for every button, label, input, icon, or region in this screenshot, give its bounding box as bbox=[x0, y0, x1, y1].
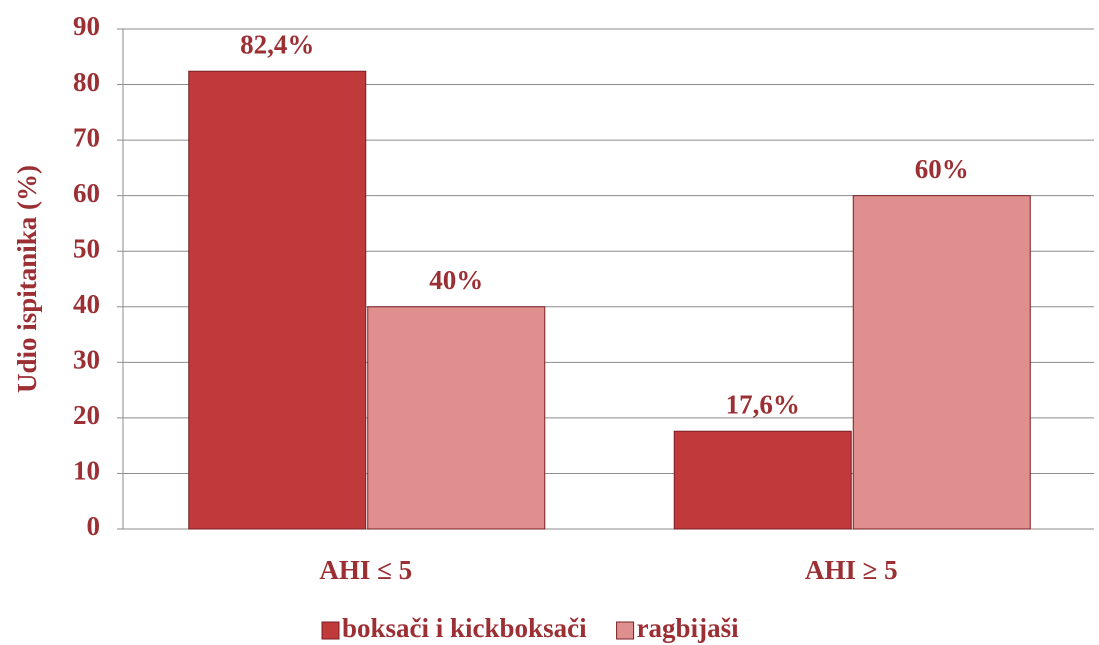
bar bbox=[852, 195, 1031, 530]
data-label: 60% bbox=[915, 154, 969, 184]
y-tick-label: 70 bbox=[73, 122, 100, 152]
data-label: 17,6% bbox=[726, 389, 800, 419]
x-tick-label: AHI ≥ 5 bbox=[805, 555, 898, 585]
legend-marker bbox=[321, 621, 340, 640]
legend-label: ragbijaši bbox=[637, 613, 740, 643]
legend-label: boksači i kickboksači bbox=[342, 613, 587, 643]
y-axis-label: Udio ispitanika (%) bbox=[12, 165, 42, 393]
y-tick-label: 10 bbox=[73, 456, 100, 486]
y-tick-label: 90 bbox=[73, 11, 100, 41]
bar bbox=[367, 306, 546, 530]
bar bbox=[188, 70, 367, 530]
y-tick-label: 80 bbox=[73, 67, 100, 97]
legend-marker bbox=[616, 621, 635, 640]
y-tick-label: 0 bbox=[87, 511, 101, 541]
y-tick-label: 40 bbox=[73, 289, 100, 319]
data-label: 82,4% bbox=[240, 29, 314, 59]
data-label: 40% bbox=[429, 265, 483, 295]
y-tick-label: 50 bbox=[73, 233, 100, 263]
x-tick-label: AHI ≤ 5 bbox=[319, 555, 412, 585]
y-tick-label: 60 bbox=[73, 178, 100, 208]
y-tick-label: 20 bbox=[73, 400, 100, 430]
y-tick-label: 30 bbox=[73, 345, 100, 375]
bar bbox=[673, 430, 852, 530]
